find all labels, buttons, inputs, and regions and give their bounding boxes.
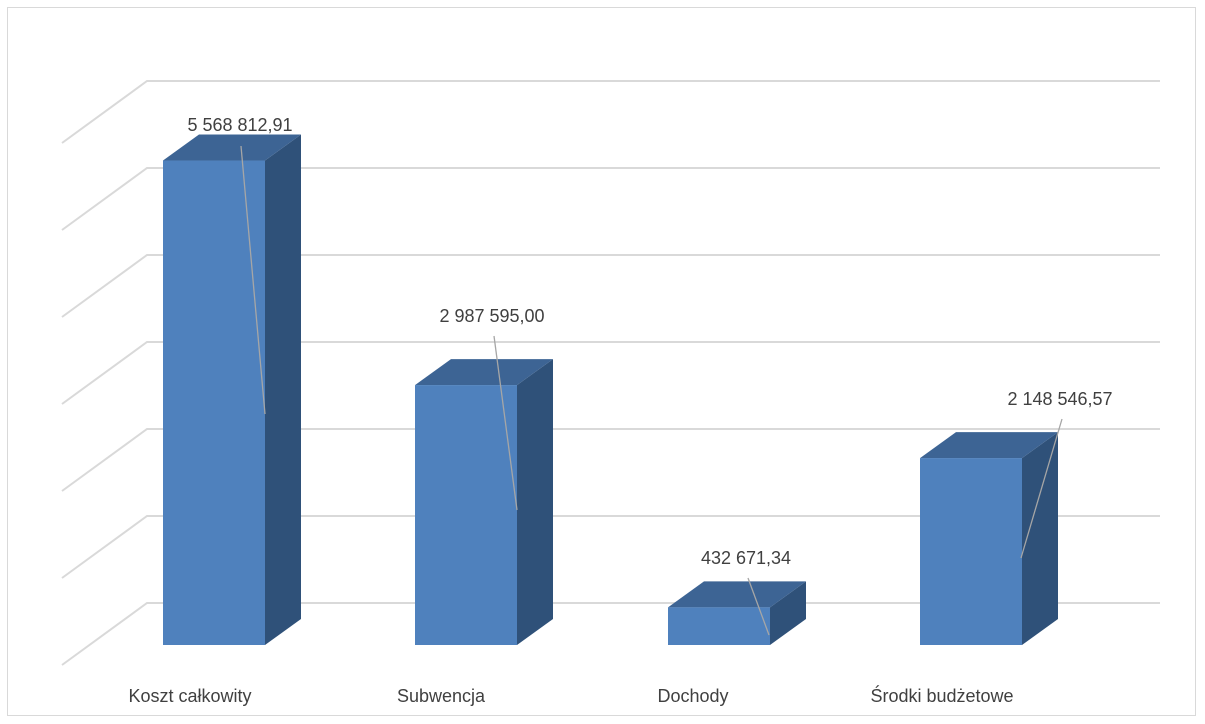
bar-front-face xyxy=(163,160,265,645)
bars xyxy=(163,134,1058,645)
gridlines xyxy=(61,80,1160,666)
category-label: Dochody xyxy=(657,686,728,706)
bar-top-face xyxy=(920,432,1058,459)
bar-side-face xyxy=(265,134,301,645)
gridline xyxy=(61,341,1160,405)
gridline xyxy=(61,428,1160,492)
bar-side-face xyxy=(770,581,806,645)
category-labels: Koszt całkowity Subwencja Dochody Środki bu… xyxy=(128,685,1013,706)
bar-front-face xyxy=(920,458,1022,645)
category-label: Subwencja xyxy=(397,686,486,706)
gridline xyxy=(61,80,1160,144)
bar-side-face xyxy=(1022,432,1058,645)
gridline xyxy=(61,602,1160,666)
data-label: 2 987 595,00 xyxy=(439,306,544,326)
bar-top-face xyxy=(668,581,806,608)
bar xyxy=(668,581,806,645)
bar xyxy=(163,134,301,645)
data-label: 2 148 546,57 xyxy=(1007,389,1112,409)
bar-front-face xyxy=(668,607,770,645)
bar-top-face xyxy=(415,359,553,386)
category-label: Koszt całkowity xyxy=(128,686,251,706)
leader-line xyxy=(1020,418,1063,559)
leader-line xyxy=(747,577,770,636)
bar-side-face xyxy=(517,359,553,645)
data-label: 432 671,34 xyxy=(701,548,791,568)
gridline xyxy=(61,254,1160,318)
data-labels: 5 568 812,91 2 987 595,00 432 671,34 2 148 … xyxy=(187,115,1112,568)
gridline xyxy=(61,515,1160,579)
bar-front-face xyxy=(415,385,517,645)
bar-top-face xyxy=(163,134,301,161)
bar xyxy=(920,432,1058,645)
bar xyxy=(415,359,553,645)
gridline xyxy=(61,167,1160,231)
leader-lines xyxy=(240,145,1063,636)
data-label: 5 568 812,91 xyxy=(187,115,292,135)
leader-line xyxy=(493,335,518,511)
category-label: Środki budżetowe xyxy=(870,685,1013,706)
leader-line xyxy=(240,145,266,415)
